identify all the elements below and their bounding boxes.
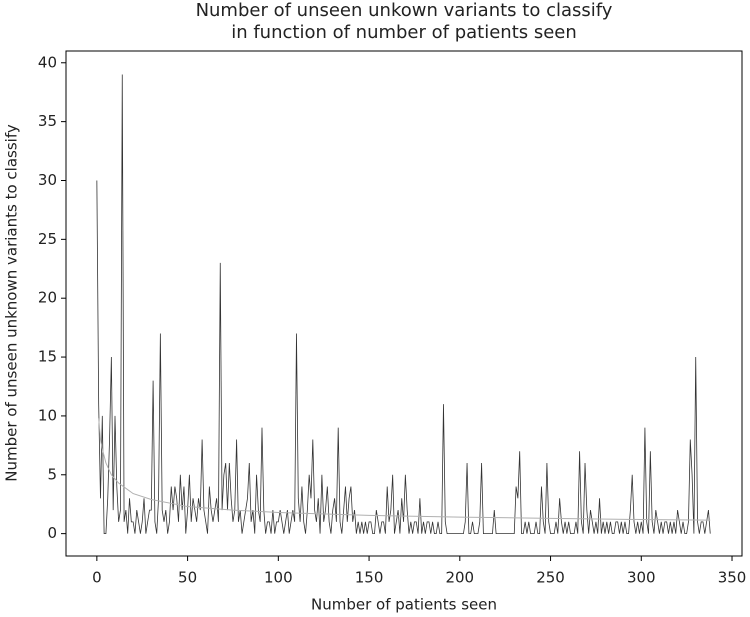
x-tick-label: 50 bbox=[178, 569, 197, 587]
y-tick-label: 35 bbox=[38, 112, 57, 130]
plot-frame bbox=[65, 50, 743, 557]
x-tick-label: 200 bbox=[445, 569, 474, 587]
y-tick-label: 0 bbox=[47, 524, 57, 542]
x-tick-label: 150 bbox=[355, 569, 384, 587]
y-tick-label: 5 bbox=[47, 465, 57, 483]
y-tick-label: 20 bbox=[38, 289, 57, 307]
x-tick-label: 100 bbox=[264, 569, 293, 587]
data-line bbox=[98, 418, 711, 521]
x-tick-label: 250 bbox=[536, 569, 565, 587]
y-axis-label: Number of unseen unknown variants to cla… bbox=[3, 124, 21, 482]
y-tick-label: 40 bbox=[38, 53, 57, 71]
x-tick-label: 350 bbox=[718, 569, 747, 587]
y-tick-label: 30 bbox=[38, 171, 57, 189]
y-tick-label: 15 bbox=[38, 348, 57, 366]
chart-title: in function of number of patients seen bbox=[231, 22, 577, 43]
x-axis-label: Number of patients seen bbox=[311, 596, 497, 614]
x-tick-label: 300 bbox=[627, 569, 656, 587]
x-tick-label: 0 bbox=[92, 569, 102, 587]
y-tick-label: 25 bbox=[38, 230, 57, 248]
chart-title: Number of unseen unkown variants to clas… bbox=[196, 0, 613, 21]
data-line bbox=[96, 74, 711, 535]
y-tick-label: 10 bbox=[38, 406, 57, 424]
